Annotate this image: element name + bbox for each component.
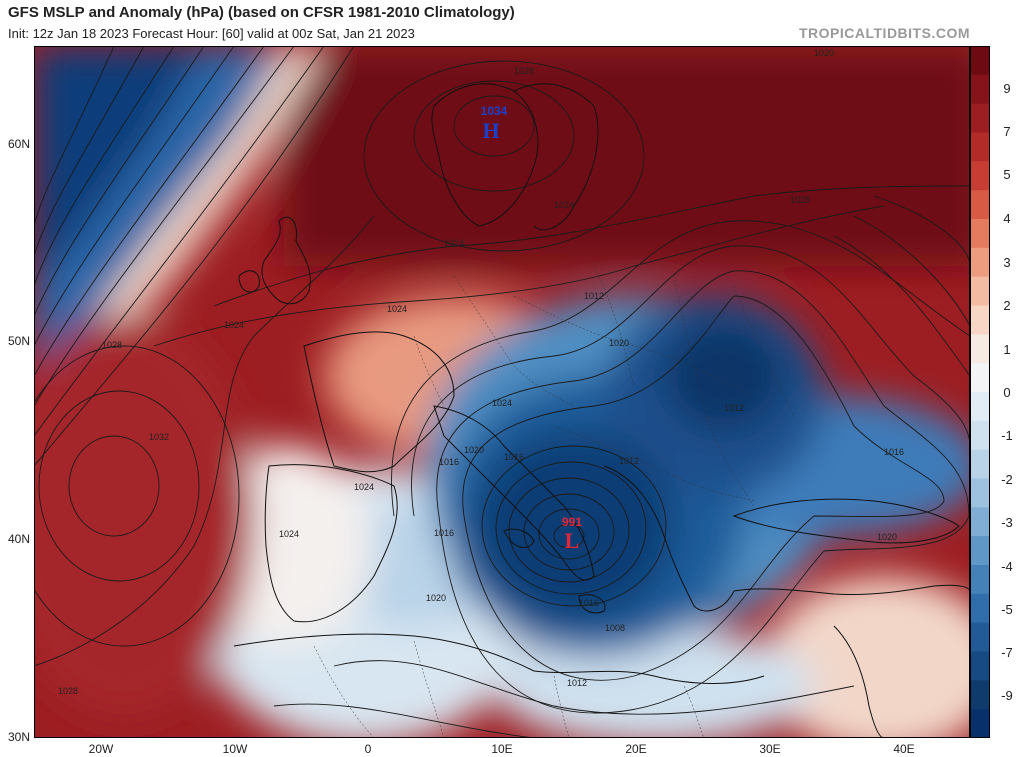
high-symbol: H xyxy=(482,118,499,143)
colorbar-cell xyxy=(970,392,990,422)
colorbar-label: 2 xyxy=(1003,298,1011,313)
colorbar-label: 5 xyxy=(1003,167,1011,182)
colorbar-cell xyxy=(970,651,990,681)
colorbar-cell xyxy=(970,219,990,249)
colorbar-label: -2 xyxy=(1001,472,1013,487)
isobar-label: 1024 xyxy=(387,304,407,314)
lon-label: 30E xyxy=(759,742,781,756)
colorbar-label: -5 xyxy=(1001,602,1013,617)
lat-label: 30N xyxy=(7,730,30,744)
high-value: 1034 xyxy=(481,104,508,118)
isobar-label: 1028 xyxy=(790,195,810,205)
colorbar-cell xyxy=(970,363,990,393)
isobar-label: 1020 xyxy=(609,338,629,348)
isobar-label: 1016 xyxy=(579,598,599,608)
colorbar-label: 1 xyxy=(1003,342,1011,357)
chart-title: GFS MSLP and Anomaly (hPa) (based on CFS… xyxy=(8,4,515,21)
isobar-label: 1024 xyxy=(444,238,464,248)
colorbar-label: 3 xyxy=(1003,255,1011,270)
isobar-label: 1024 xyxy=(224,320,244,330)
isobar-label: 1020 xyxy=(426,593,446,603)
isobar-label: 1012 xyxy=(724,403,744,413)
isobar-label: 1008 xyxy=(605,623,625,633)
colorbar xyxy=(970,46,990,738)
colorbar-cell xyxy=(970,161,990,191)
colorbar-cell xyxy=(970,334,990,364)
lon-label: 10W xyxy=(222,742,248,756)
lon-label: 0 xyxy=(364,742,372,756)
isobar-label: 1016 xyxy=(434,528,454,538)
colorbar-cell xyxy=(970,46,990,76)
colorbar-cell xyxy=(970,478,990,508)
lon-label: 20W xyxy=(88,742,114,756)
colorbar-cell xyxy=(970,565,990,595)
colorbar-label: -7 xyxy=(1001,645,1013,660)
colorbar-cell xyxy=(970,74,990,105)
colorbar-cell xyxy=(970,536,990,566)
low-pressure-center: 991 L xyxy=(562,515,582,553)
isobar-label: 1016 xyxy=(884,447,904,457)
isobar-label: 1012 xyxy=(619,456,639,466)
isobar-label: 1020 xyxy=(877,532,897,542)
colorbar-label: -4 xyxy=(1001,559,1013,574)
isobar-label: 1024 xyxy=(354,482,374,492)
colorbar-label: 9 xyxy=(1003,81,1011,96)
isobar-labels: 1028 1024 1024 1028 1032 1024 1024 1024 1028 1024… xyxy=(58,48,904,696)
isobar-label: 1028 xyxy=(514,66,534,76)
lat-label: 40N xyxy=(7,532,30,546)
colorbar-cell xyxy=(970,103,990,134)
colorbar-label: 7 xyxy=(1003,124,1011,139)
isobar-label: 1024 xyxy=(279,529,299,539)
isobar-label: 1016 xyxy=(504,452,524,462)
isobar-label: 1032 xyxy=(149,432,169,442)
low-symbol: L xyxy=(565,528,580,553)
colorbar-label: -3 xyxy=(1001,515,1013,530)
lon-label: 10E xyxy=(491,742,513,756)
isobar-label: 1020 xyxy=(814,48,834,58)
colorbar-cell xyxy=(970,593,990,624)
map-frame xyxy=(34,46,970,738)
colorbar-cell xyxy=(970,507,990,537)
colorbar-cell xyxy=(970,709,990,738)
political-borders xyxy=(313,265,795,738)
low-value: 991 xyxy=(562,515,582,529)
high-pressure-center: 1034 H xyxy=(481,104,508,143)
isobar-label: 1016 xyxy=(439,457,459,467)
colorbar-cell xyxy=(970,420,990,451)
chart-subtitle: Init: 12z Jan 18 2023 Forecast Hour: [60… xyxy=(8,26,415,41)
colorbar-label: 4 xyxy=(1003,211,1011,226)
colorbar-label: -1 xyxy=(1001,428,1013,443)
colorbar-cell xyxy=(970,622,990,653)
colorbar-label: -9 xyxy=(1001,688,1013,703)
colorbar-label: 0 xyxy=(1003,385,1011,400)
colorbar-cell xyxy=(970,190,990,220)
lon-label: 20E xyxy=(625,742,647,756)
isobar-label: 1028 xyxy=(102,340,122,350)
site-brand: TROPICALTIDBITS.COM xyxy=(798,25,970,41)
colorbar-cell xyxy=(970,132,990,162)
coastlines xyxy=(233,83,970,738)
anomaly-field xyxy=(34,46,970,738)
colorbar-cell xyxy=(970,276,990,307)
colorbar-cell xyxy=(970,680,990,710)
isobars xyxy=(34,46,970,738)
isobar-label: 1012 xyxy=(567,678,587,688)
isobar-label: 1020 xyxy=(464,445,484,455)
lat-label: 60N xyxy=(7,137,30,151)
isobar-label: 1024 xyxy=(554,200,574,210)
lat-label: 50N xyxy=(7,334,30,348)
colorbar-cell xyxy=(970,305,990,335)
isobar-label: 1012 xyxy=(584,291,604,301)
anomaly-map: 1034 H 991 L 102810241024102810321024102… xyxy=(34,46,970,738)
colorbar-cell xyxy=(970,449,990,480)
colorbar-cell xyxy=(970,247,990,278)
isobar-label: 1024 xyxy=(492,398,512,408)
isobar-label: 1028 xyxy=(58,686,78,696)
lon-label: 40E xyxy=(893,742,915,756)
